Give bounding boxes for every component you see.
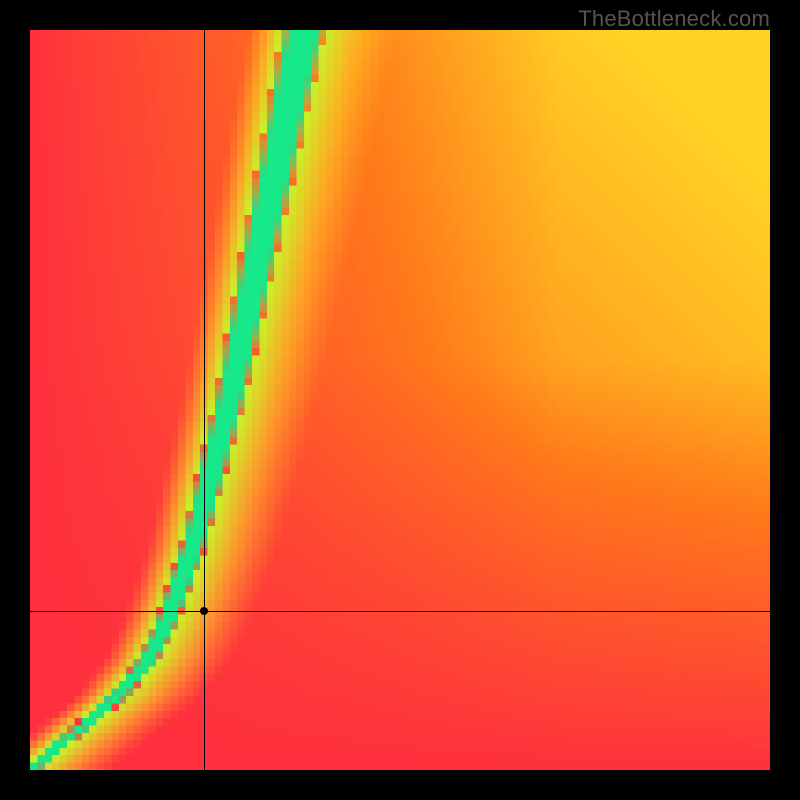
plot-area (30, 30, 770, 770)
crosshair-marker (200, 607, 208, 615)
crosshair-vertical (204, 30, 205, 770)
heatmap-canvas (30, 30, 770, 770)
chart-frame: TheBottleneck.com (0, 0, 800, 800)
crosshair-horizontal (30, 611, 770, 612)
watermark-text: TheBottleneck.com (578, 6, 770, 32)
